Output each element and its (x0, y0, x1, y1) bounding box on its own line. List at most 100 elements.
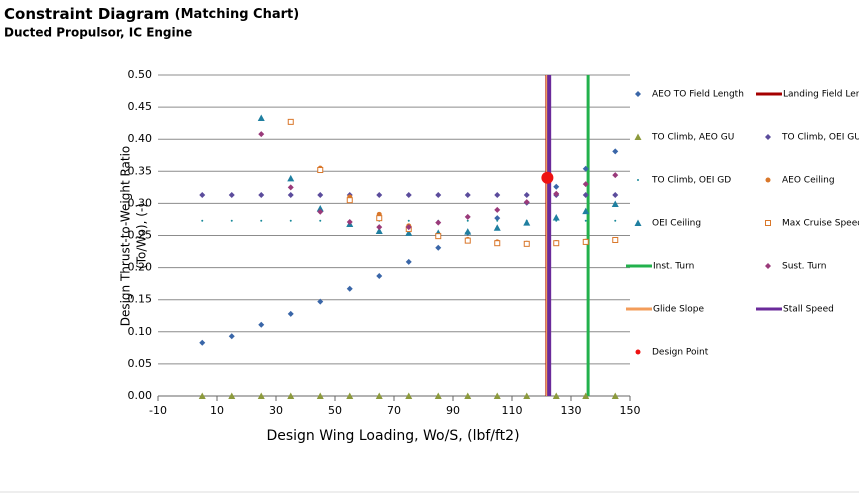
point (405, 224, 412, 231)
point (317, 298, 324, 305)
legend-label: TO Climb, AEO GU (651, 133, 734, 143)
legend-swatch (765, 220, 771, 226)
point (405, 392, 413, 399)
point (317, 167, 324, 174)
point (287, 184, 294, 191)
point (434, 392, 442, 399)
point (582, 165, 589, 172)
point (553, 183, 560, 190)
point (493, 224, 501, 231)
point (346, 219, 353, 226)
point (257, 114, 265, 122)
point (466, 219, 469, 222)
point (287, 392, 295, 399)
legend-swatch (765, 177, 771, 183)
y-tick-label: 0.10 (128, 325, 153, 338)
point (494, 215, 501, 222)
point (582, 392, 590, 399)
legend-label: Stall Speed (783, 305, 834, 315)
point (553, 240, 560, 247)
legend-label: Design Point (652, 348, 709, 358)
y-tick-label: 0.20 (128, 261, 153, 274)
y-tick-label: 0.30 (128, 196, 153, 209)
x-tick-label: -10 (149, 404, 167, 417)
point (287, 118, 294, 125)
point (435, 219, 442, 226)
point (464, 192, 471, 199)
legend-label: TO Climb, OEI GD (651, 176, 731, 186)
point (258, 192, 265, 199)
legend-label: Glide Slope (653, 305, 705, 315)
point (523, 219, 531, 226)
legend-swatch (635, 349, 641, 355)
point (464, 392, 472, 399)
point (201, 219, 204, 222)
chart-subtitle: Ducted Propulsor, IC Engine (4, 26, 192, 40)
legend-label: AEO Ceiling (782, 176, 835, 186)
point (230, 219, 233, 222)
chart-title: Constraint Diagram (Matching Chart) (4, 5, 299, 23)
point (375, 227, 383, 235)
legend-label: AEO TO Field Length (652, 90, 744, 100)
point (611, 200, 619, 208)
point (553, 190, 560, 197)
point (258, 321, 265, 328)
x-tick-label: 30 (269, 404, 283, 417)
point (523, 240, 530, 247)
point (612, 148, 619, 155)
y-tick-label: 0.15 (128, 293, 153, 306)
point (260, 219, 263, 222)
x-tick-label: 70 (387, 404, 401, 417)
legend-label: Max Cruise Speed (782, 219, 859, 229)
point (376, 272, 383, 279)
y-tick-label: 0.40 (128, 132, 153, 145)
point (319, 219, 322, 222)
y-tick-label: 0.45 (128, 100, 153, 113)
y-tick-label: 0.35 (128, 164, 153, 177)
point (287, 174, 295, 182)
point (612, 236, 619, 243)
point (199, 192, 206, 199)
point (582, 238, 589, 245)
point (552, 392, 560, 399)
x-axis-label: Design Wing Loading, Wo/S, (lbf/ft2) (266, 428, 519, 444)
x-tick-label: 50 (328, 404, 342, 417)
point (405, 258, 412, 265)
point (228, 333, 235, 340)
point (611, 392, 619, 399)
point (228, 192, 235, 199)
y-axis-label: (To/Wo), (-) (135, 203, 149, 269)
point (346, 285, 353, 292)
point (316, 392, 324, 399)
legend-swatch (637, 179, 639, 181)
point (612, 172, 619, 179)
point (523, 199, 530, 206)
title-main: Constraint Diagram (4, 5, 169, 23)
x-tick-label: 130 (561, 404, 582, 417)
point (493, 392, 501, 399)
point (405, 229, 413, 236)
point (614, 219, 617, 222)
point (435, 233, 442, 240)
y-tick-label: 0.50 (128, 68, 153, 81)
point (523, 392, 531, 399)
y-tick-label: 0.25 (128, 229, 153, 242)
x-tick-label: 90 (446, 404, 460, 417)
point (376, 224, 383, 231)
point (316, 205, 324, 212)
point (289, 219, 292, 222)
point (376, 192, 383, 199)
point (346, 197, 353, 204)
point (258, 131, 265, 138)
legend-swatch (765, 263, 771, 269)
legend-swatch (635, 91, 641, 97)
point (199, 339, 206, 346)
point (405, 192, 412, 199)
title-note: (Matching Chart) (175, 7, 300, 22)
y-tick-label: 0.05 (128, 357, 153, 370)
point (494, 240, 501, 247)
point (228, 392, 236, 399)
point (375, 392, 383, 399)
legend-label: Landing Field Length (783, 90, 859, 100)
